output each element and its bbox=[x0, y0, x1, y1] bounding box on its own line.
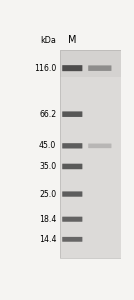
FancyBboxPatch shape bbox=[62, 164, 82, 169]
Text: 35.0: 35.0 bbox=[39, 162, 56, 171]
FancyBboxPatch shape bbox=[62, 191, 82, 197]
Bar bbox=[60, 50, 121, 258]
FancyBboxPatch shape bbox=[88, 65, 111, 71]
Text: M: M bbox=[68, 35, 77, 45]
Text: 25.0: 25.0 bbox=[39, 190, 56, 199]
Text: 45.0: 45.0 bbox=[39, 141, 56, 150]
FancyBboxPatch shape bbox=[62, 111, 82, 117]
Text: 116.0: 116.0 bbox=[34, 64, 56, 73]
Text: 66.2: 66.2 bbox=[39, 110, 56, 119]
Text: 18.4: 18.4 bbox=[39, 215, 56, 224]
Text: 14.4: 14.4 bbox=[39, 235, 56, 244]
Bar bbox=[60, 50, 121, 77]
FancyBboxPatch shape bbox=[62, 217, 82, 222]
FancyBboxPatch shape bbox=[62, 65, 82, 71]
FancyBboxPatch shape bbox=[62, 237, 82, 242]
Bar bbox=[60, 77, 121, 258]
FancyBboxPatch shape bbox=[88, 143, 111, 148]
Text: kDa: kDa bbox=[40, 36, 56, 45]
FancyBboxPatch shape bbox=[62, 143, 82, 148]
